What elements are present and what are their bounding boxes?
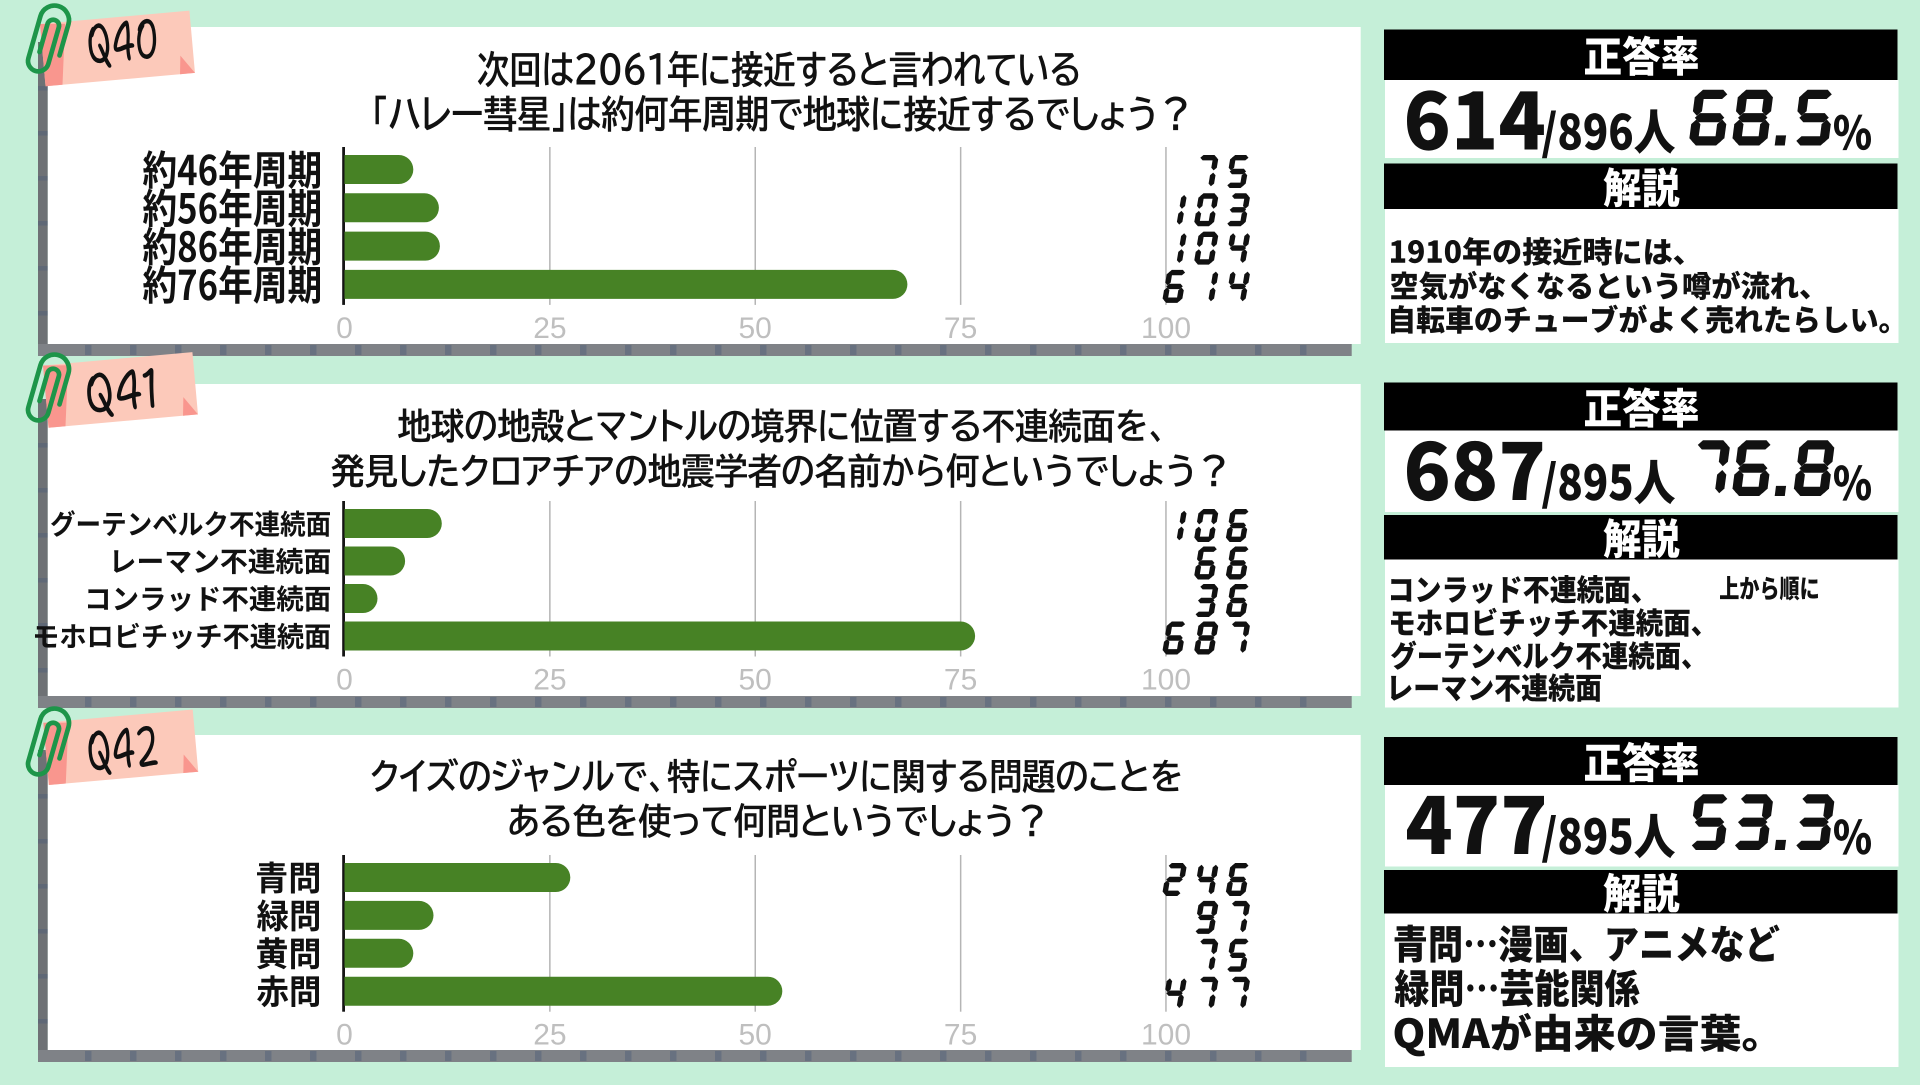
svg-text:25: 25 [533,664,566,697]
svg-text:100: 100 [1141,664,1191,697]
svg-text:0: 0 [336,312,353,345]
svg-text:25: 25 [533,1019,566,1052]
svg-text:50: 50 [739,312,772,345]
svg-text:100: 100 [1141,312,1191,345]
svg-text:50: 50 [739,664,772,697]
svg-text:75: 75 [944,664,977,697]
svg-text:50: 50 [739,1019,772,1052]
svg-text:25: 25 [533,312,566,345]
svg-text:75: 75 [944,1019,977,1052]
svg-text:0: 0 [336,1019,353,1052]
svg-text:0: 0 [336,664,353,697]
svg-text:100: 100 [1141,1019,1191,1052]
svg-text:75: 75 [944,312,977,345]
